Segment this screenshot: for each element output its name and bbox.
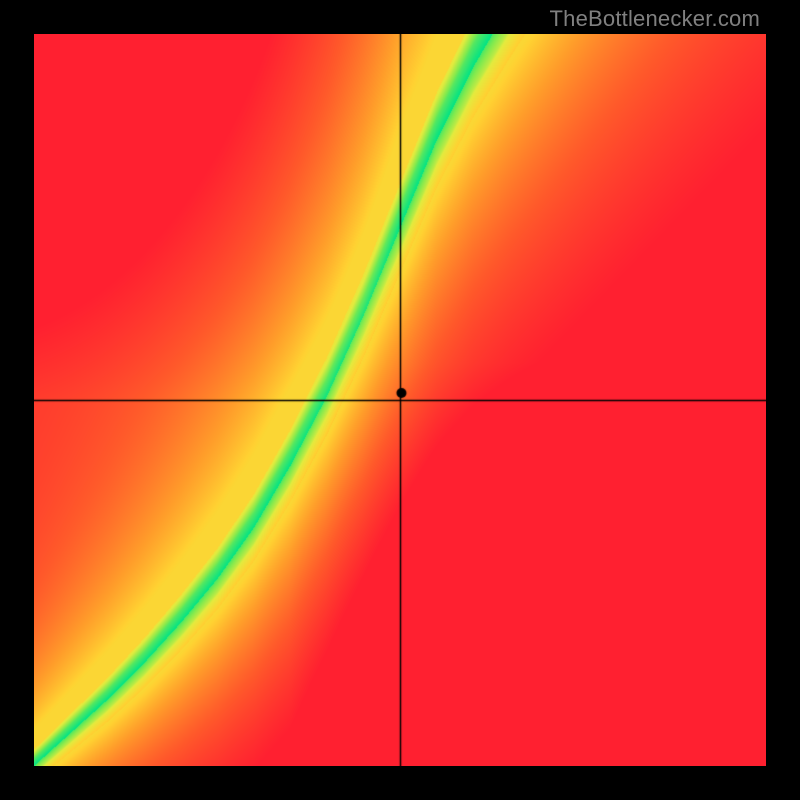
watermark-text: TheBottlenecker.com — [550, 6, 760, 32]
bottleneck-heatmap-canvas — [34, 34, 766, 766]
chart-container: { "chart": { "type": "heatmap", "outer_s… — [0, 0, 800, 800]
plot-area — [34, 34, 766, 766]
